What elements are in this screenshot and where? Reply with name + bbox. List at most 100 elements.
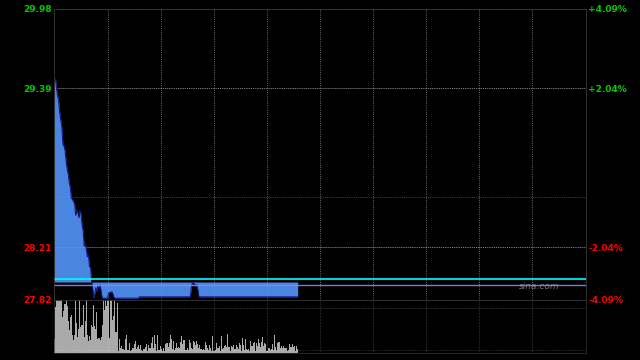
Bar [226,347,227,353]
Bar [107,282,108,353]
Bar [94,326,95,353]
Bar [184,350,186,353]
Bar [172,348,173,353]
Bar [225,345,226,353]
Bar [72,335,73,353]
Bar [218,346,220,353]
Bar [244,350,245,353]
Bar [88,341,89,353]
Bar [216,343,218,353]
Bar [137,347,138,353]
Bar [248,349,250,353]
Bar [173,341,174,353]
Bar [247,350,248,353]
Bar [280,347,281,353]
Bar [68,330,70,353]
Bar [196,341,197,353]
Bar [108,285,109,353]
Bar [242,338,243,353]
Bar [128,351,129,353]
Bar [205,342,206,353]
Bar [193,341,194,353]
Bar [278,342,279,353]
Bar [165,345,166,353]
Bar [204,350,205,353]
Bar [138,345,139,353]
Bar [115,332,116,353]
Bar [70,317,71,353]
Bar [236,345,237,353]
Bar [228,347,229,353]
Bar [186,350,187,353]
Bar [91,325,92,353]
Bar [110,299,111,353]
Bar [123,349,124,353]
Bar [210,348,211,353]
Bar [287,350,289,353]
Bar [263,346,264,353]
Bar [104,310,105,353]
Bar [129,343,131,353]
Bar [262,337,263,353]
Bar [97,339,99,353]
Bar [198,348,200,353]
Bar [259,343,260,353]
Bar [220,351,221,353]
Bar [294,346,295,353]
Bar [121,346,122,353]
Bar [141,350,142,353]
Bar [159,350,160,353]
Bar [207,348,208,353]
Bar [118,339,120,353]
Bar [81,325,83,353]
Bar [188,350,189,353]
Bar [145,347,147,353]
Bar [175,347,176,353]
Bar [93,305,94,353]
Bar [229,347,230,353]
Bar [171,339,172,353]
Bar [92,327,93,353]
Bar [156,351,157,353]
Bar [83,305,84,353]
Bar [158,350,159,353]
Bar [239,343,240,353]
Bar [208,350,209,353]
Bar [234,349,236,353]
Bar [277,343,278,353]
Bar [187,348,188,353]
Bar [296,346,297,353]
Bar [59,273,60,353]
Bar [291,347,292,353]
Bar [253,342,255,353]
Bar [99,338,100,353]
Bar [232,347,234,353]
Bar [76,323,77,353]
Bar [285,348,287,353]
Bar [109,338,110,353]
Bar [132,348,134,353]
Bar [181,336,182,353]
Bar [111,292,112,353]
Bar [178,347,179,353]
Bar [144,349,145,353]
Bar [122,349,123,353]
Bar [282,348,284,353]
Bar [192,349,193,353]
Bar [197,344,198,353]
Bar [62,317,63,353]
Bar [153,348,154,353]
Bar [102,324,103,353]
Bar [84,321,86,353]
Bar [292,343,293,353]
Bar [162,351,163,353]
Bar [127,350,128,353]
Bar [252,346,253,353]
Bar [275,347,276,353]
Bar [78,329,79,353]
Bar [105,273,106,353]
Bar [255,351,256,353]
Bar [170,335,171,353]
Bar [174,350,175,353]
Bar [281,346,282,353]
